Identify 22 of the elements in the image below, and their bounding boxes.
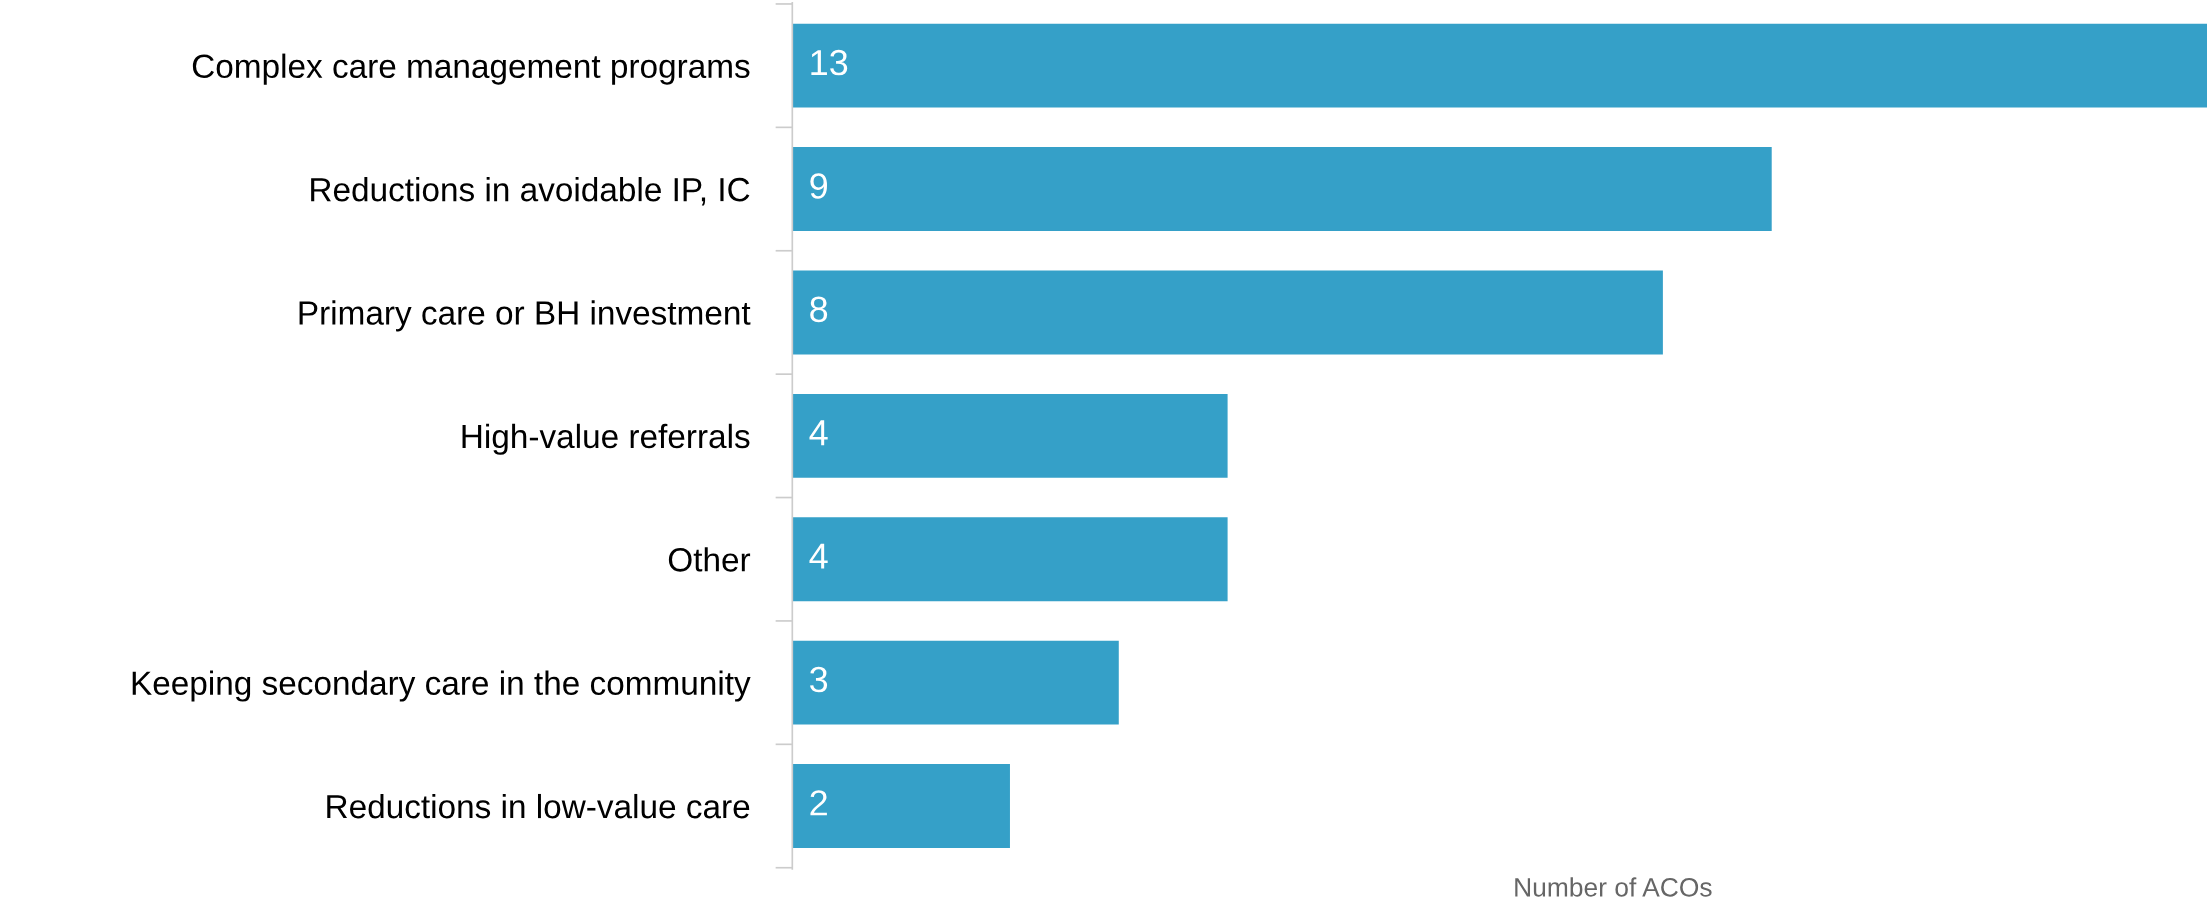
x-axis-title: Number of ACOs [1515, 877, 1712, 897]
bar [792, 393, 1228, 478]
data-label: 4 [809, 420, 828, 446]
y-tick-label: Keeping secondary care in the community [132, 670, 751, 702]
bar [792, 147, 1772, 231]
y-tick-label: High-value referrals [462, 423, 750, 455]
bar [792, 764, 1010, 848]
bar [792, 640, 1119, 725]
y-tick-label: Complex care management programs [192, 53, 750, 85]
data-label: 8 [810, 296, 828, 323]
y-tick-label: Primary care or BH investment [299, 300, 751, 332]
data-label: 3 [810, 666, 828, 693]
data-label: 4 [809, 543, 828, 569]
data-label: 9 [810, 173, 828, 199]
y-tick-label: Reductions in avoidable IP, IC [311, 176, 750, 206]
bar [792, 23, 2207, 108]
bar [792, 270, 1663, 355]
data-label: 13 [811, 49, 848, 76]
bar [792, 517, 1228, 602]
y-tick-label: Other [668, 547, 751, 572]
data-label: 2 [810, 790, 827, 816]
y-tick-label: Reductions in low-value care [327, 793, 750, 819]
